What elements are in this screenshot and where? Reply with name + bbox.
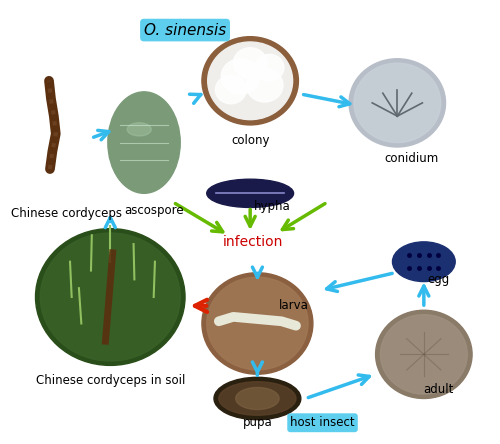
Text: colony: colony: [231, 134, 270, 147]
Circle shape: [202, 37, 298, 125]
Text: larva: larva: [278, 299, 308, 312]
Circle shape: [255, 54, 284, 81]
Circle shape: [221, 59, 260, 94]
Circle shape: [349, 59, 446, 147]
Circle shape: [376, 310, 472, 398]
Text: host insect: host insect: [290, 416, 355, 429]
Ellipse shape: [392, 242, 455, 281]
Circle shape: [202, 273, 313, 374]
Circle shape: [380, 315, 468, 394]
Text: conidium: conidium: [384, 151, 439, 165]
Text: egg: egg: [427, 273, 450, 286]
Text: Chinese cordyceps: Chinese cordyceps: [12, 206, 122, 220]
Text: ascospore: ascospore: [124, 205, 184, 218]
Ellipse shape: [127, 123, 152, 136]
Circle shape: [234, 48, 267, 79]
Ellipse shape: [108, 92, 180, 193]
Circle shape: [208, 42, 292, 119]
Circle shape: [40, 233, 180, 361]
Text: hypha: hypha: [254, 200, 290, 213]
Ellipse shape: [236, 388, 279, 409]
Ellipse shape: [219, 382, 296, 415]
Circle shape: [36, 229, 185, 365]
Circle shape: [246, 68, 283, 102]
Ellipse shape: [214, 377, 301, 420]
Text: pupa: pupa: [242, 416, 272, 429]
Text: adult: adult: [423, 383, 454, 396]
Text: infection: infection: [222, 235, 283, 249]
Circle shape: [207, 277, 308, 370]
Circle shape: [354, 63, 440, 143]
Circle shape: [216, 75, 246, 104]
Ellipse shape: [207, 179, 294, 207]
Text: Chinese cordyceps in soil: Chinese cordyceps in soil: [36, 374, 185, 387]
Text: O. sinensis: O. sinensis: [144, 23, 226, 38]
